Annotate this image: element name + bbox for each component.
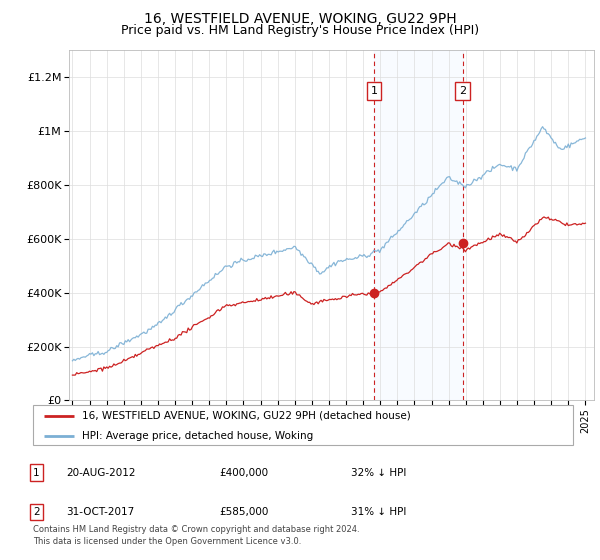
Text: £585,000: £585,000 — [219, 507, 268, 517]
Text: 1: 1 — [33, 468, 40, 478]
Text: £400,000: £400,000 — [219, 468, 268, 478]
Text: 32% ↓ HPI: 32% ↓ HPI — [351, 468, 406, 478]
Text: 16, WESTFIELD AVENUE, WOKING, GU22 9PH (detached house): 16, WESTFIELD AVENUE, WOKING, GU22 9PH (… — [82, 411, 410, 421]
Text: 20-AUG-2012: 20-AUG-2012 — [66, 468, 136, 478]
Text: 31-OCT-2017: 31-OCT-2017 — [66, 507, 134, 517]
Text: 31% ↓ HPI: 31% ↓ HPI — [351, 507, 406, 517]
Text: Price paid vs. HM Land Registry's House Price Index (HPI): Price paid vs. HM Land Registry's House … — [121, 24, 479, 36]
Text: 1: 1 — [371, 86, 377, 96]
Text: 2: 2 — [33, 507, 40, 517]
Text: HPI: Average price, detached house, Woking: HPI: Average price, detached house, Woki… — [82, 431, 313, 441]
Text: Contains HM Land Registry data © Crown copyright and database right 2024.
This d: Contains HM Land Registry data © Crown c… — [33, 525, 359, 546]
Text: 16, WESTFIELD AVENUE, WOKING, GU22 9PH: 16, WESTFIELD AVENUE, WOKING, GU22 9PH — [143, 12, 457, 26]
Text: 2: 2 — [459, 86, 466, 96]
Bar — [374, 50, 463, 400]
